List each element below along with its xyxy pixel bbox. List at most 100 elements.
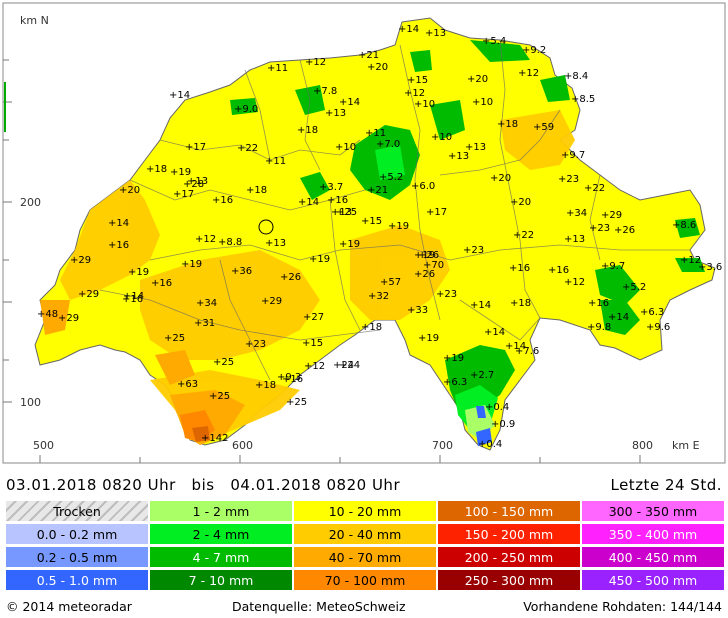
zone-4-7-grisons bbox=[595, 265, 640, 305]
station-value: +34 bbox=[566, 208, 587, 219]
station-value: +25 bbox=[164, 333, 185, 344]
station-value: +16 bbox=[588, 298, 609, 309]
station-value: +11 bbox=[365, 128, 386, 139]
station-value: +36 bbox=[231, 266, 252, 277]
station-value: +26 bbox=[418, 250, 439, 261]
legend-label: 20 - 40 mm bbox=[328, 526, 402, 542]
legend-item: 0.2 - 0.5 mm bbox=[5, 546, 149, 568]
data-source-text: Datenquelle: MeteoSchweiz bbox=[232, 599, 406, 614]
zone-4-7-far-east bbox=[675, 258, 705, 272]
station-value: +26 bbox=[614, 225, 635, 236]
legend-label: 4 - 7 mm bbox=[192, 549, 250, 565]
station-value: +18 bbox=[497, 119, 518, 130]
x-tick-700: 700 bbox=[432, 439, 453, 452]
station-value: +3.6 bbox=[698, 262, 722, 273]
station-value: +63 bbox=[177, 379, 198, 390]
station-value: +10 bbox=[414, 99, 435, 110]
y-tick-100: 100 bbox=[20, 396, 41, 409]
legend-item: 40 - 70 mm bbox=[293, 546, 437, 568]
zone-0.5-1-lugano bbox=[476, 428, 492, 446]
station-value: +25 bbox=[213, 357, 234, 368]
station-value: +8.5 bbox=[571, 94, 595, 105]
legend-item: 100 - 150 mm bbox=[437, 500, 581, 522]
station-value: +23 bbox=[245, 339, 266, 350]
station-value: +23 bbox=[436, 289, 457, 300]
station-value: +16 bbox=[212, 195, 233, 206]
station-value: +34 bbox=[196, 298, 217, 309]
station-value: +18 bbox=[361, 322, 382, 333]
station-value: +14 bbox=[298, 197, 319, 208]
precipitation-legend: Trocken 1 - 2 mm 10 - 20 mm 100 - 150 mm 300… bbox=[5, 500, 725, 592]
station-value: +13 bbox=[465, 142, 486, 153]
station-value: +18 bbox=[246, 185, 267, 196]
station-value: +9.7 bbox=[561, 150, 585, 161]
station-value: +11 bbox=[267, 63, 288, 74]
zone-4-7-basel bbox=[230, 98, 258, 115]
station-value: +16 bbox=[122, 294, 143, 305]
station-value: +19 bbox=[443, 353, 464, 364]
station-value: +25 bbox=[336, 207, 357, 218]
station-value: +29 bbox=[261, 296, 282, 307]
zone-4-7-stgallen bbox=[540, 75, 570, 102]
x-tick-500: 500 bbox=[33, 439, 54, 452]
legend-label: 10 - 20 mm bbox=[328, 503, 402, 519]
station-value: +18 bbox=[297, 125, 318, 136]
station-value: +13 bbox=[265, 238, 286, 249]
legend-label: 70 - 100 mm bbox=[324, 572, 406, 588]
legend-label: 400 - 450 mm bbox=[608, 549, 698, 565]
station-value: +14 bbox=[608, 312, 629, 323]
legend-label: 7 - 10 mm bbox=[188, 572, 254, 588]
zone-20-40-east bbox=[500, 110, 575, 170]
station-value: +29 bbox=[601, 210, 622, 221]
legend-item: 200 - 250 mm bbox=[437, 546, 581, 568]
zone-20-40-central bbox=[350, 225, 450, 320]
station-value: +12 bbox=[518, 68, 539, 79]
station-value: +19 bbox=[309, 254, 330, 265]
station-value: +16 bbox=[327, 195, 348, 206]
legend-item: 4 - 7 mm bbox=[149, 546, 293, 568]
legend-item: 0.0 - 0.2 mm bbox=[5, 523, 149, 545]
station-value: +17 bbox=[426, 207, 447, 218]
legend-label: 0.2 - 0.5 mm bbox=[36, 549, 118, 565]
station-value: +9.7 bbox=[601, 261, 625, 272]
station-value: +10 bbox=[335, 142, 356, 153]
station-value: +0.4 bbox=[478, 439, 502, 450]
station-value: +13 bbox=[425, 28, 446, 39]
station-value: +21 bbox=[367, 185, 388, 196]
station-value: +9.6 bbox=[646, 322, 670, 333]
station-value: +22 bbox=[513, 230, 534, 241]
station-value: +9.3 bbox=[277, 372, 301, 383]
station-value: +9.0 bbox=[234, 104, 258, 115]
station-value: +14 bbox=[470, 300, 491, 311]
station-value: +7.0 bbox=[376, 139, 400, 150]
station-value: +2.7 bbox=[470, 370, 494, 381]
station-value: +22 bbox=[237, 143, 258, 154]
zone-100-150 bbox=[192, 426, 210, 442]
stations-layer: +14 +13+5.4+9.2+21+20+12+11+8.4+12+15 +20+… bbox=[37, 24, 722, 450]
legend-label: 300 - 350 mm bbox=[608, 503, 698, 519]
zone-20-40-west bbox=[140, 250, 320, 360]
station-value: +33 bbox=[407, 305, 428, 316]
legend-item: 10 - 20 mm bbox=[293, 500, 437, 522]
legend-item: 0.5 - 1.0 mm bbox=[5, 569, 149, 591]
station-value: +28 bbox=[183, 179, 204, 190]
station-value: +11 bbox=[265, 156, 286, 167]
station-value: +6.3 bbox=[443, 377, 467, 388]
zone-40-70-sw bbox=[155, 350, 195, 385]
station-value: +19 bbox=[181, 259, 202, 270]
legend-label: 250 - 300 mm bbox=[464, 572, 554, 588]
period-row: 03.01.2018 0820 Uhr bis 04.01.2018 0820 … bbox=[0, 474, 728, 496]
legend-item: 350 - 400 mm bbox=[581, 523, 725, 545]
legend-label: 2 - 4 mm bbox=[192, 526, 250, 542]
zone-4-7-aargau bbox=[300, 172, 330, 200]
station-value: +20 bbox=[490, 173, 511, 184]
station-value: +12 bbox=[304, 361, 325, 372]
legend-item: 150 - 200 mm bbox=[437, 523, 581, 545]
legend-label: 350 - 400 mm bbox=[608, 526, 698, 542]
station-value: +20 bbox=[119, 185, 140, 196]
legend-label: 1 - 2 mm bbox=[192, 503, 250, 519]
station-value: +48 bbox=[37, 309, 58, 320]
station-value: +5.2 bbox=[379, 172, 403, 183]
station-value: +57 bbox=[380, 277, 401, 288]
station-value: +9.2 bbox=[522, 45, 546, 56]
